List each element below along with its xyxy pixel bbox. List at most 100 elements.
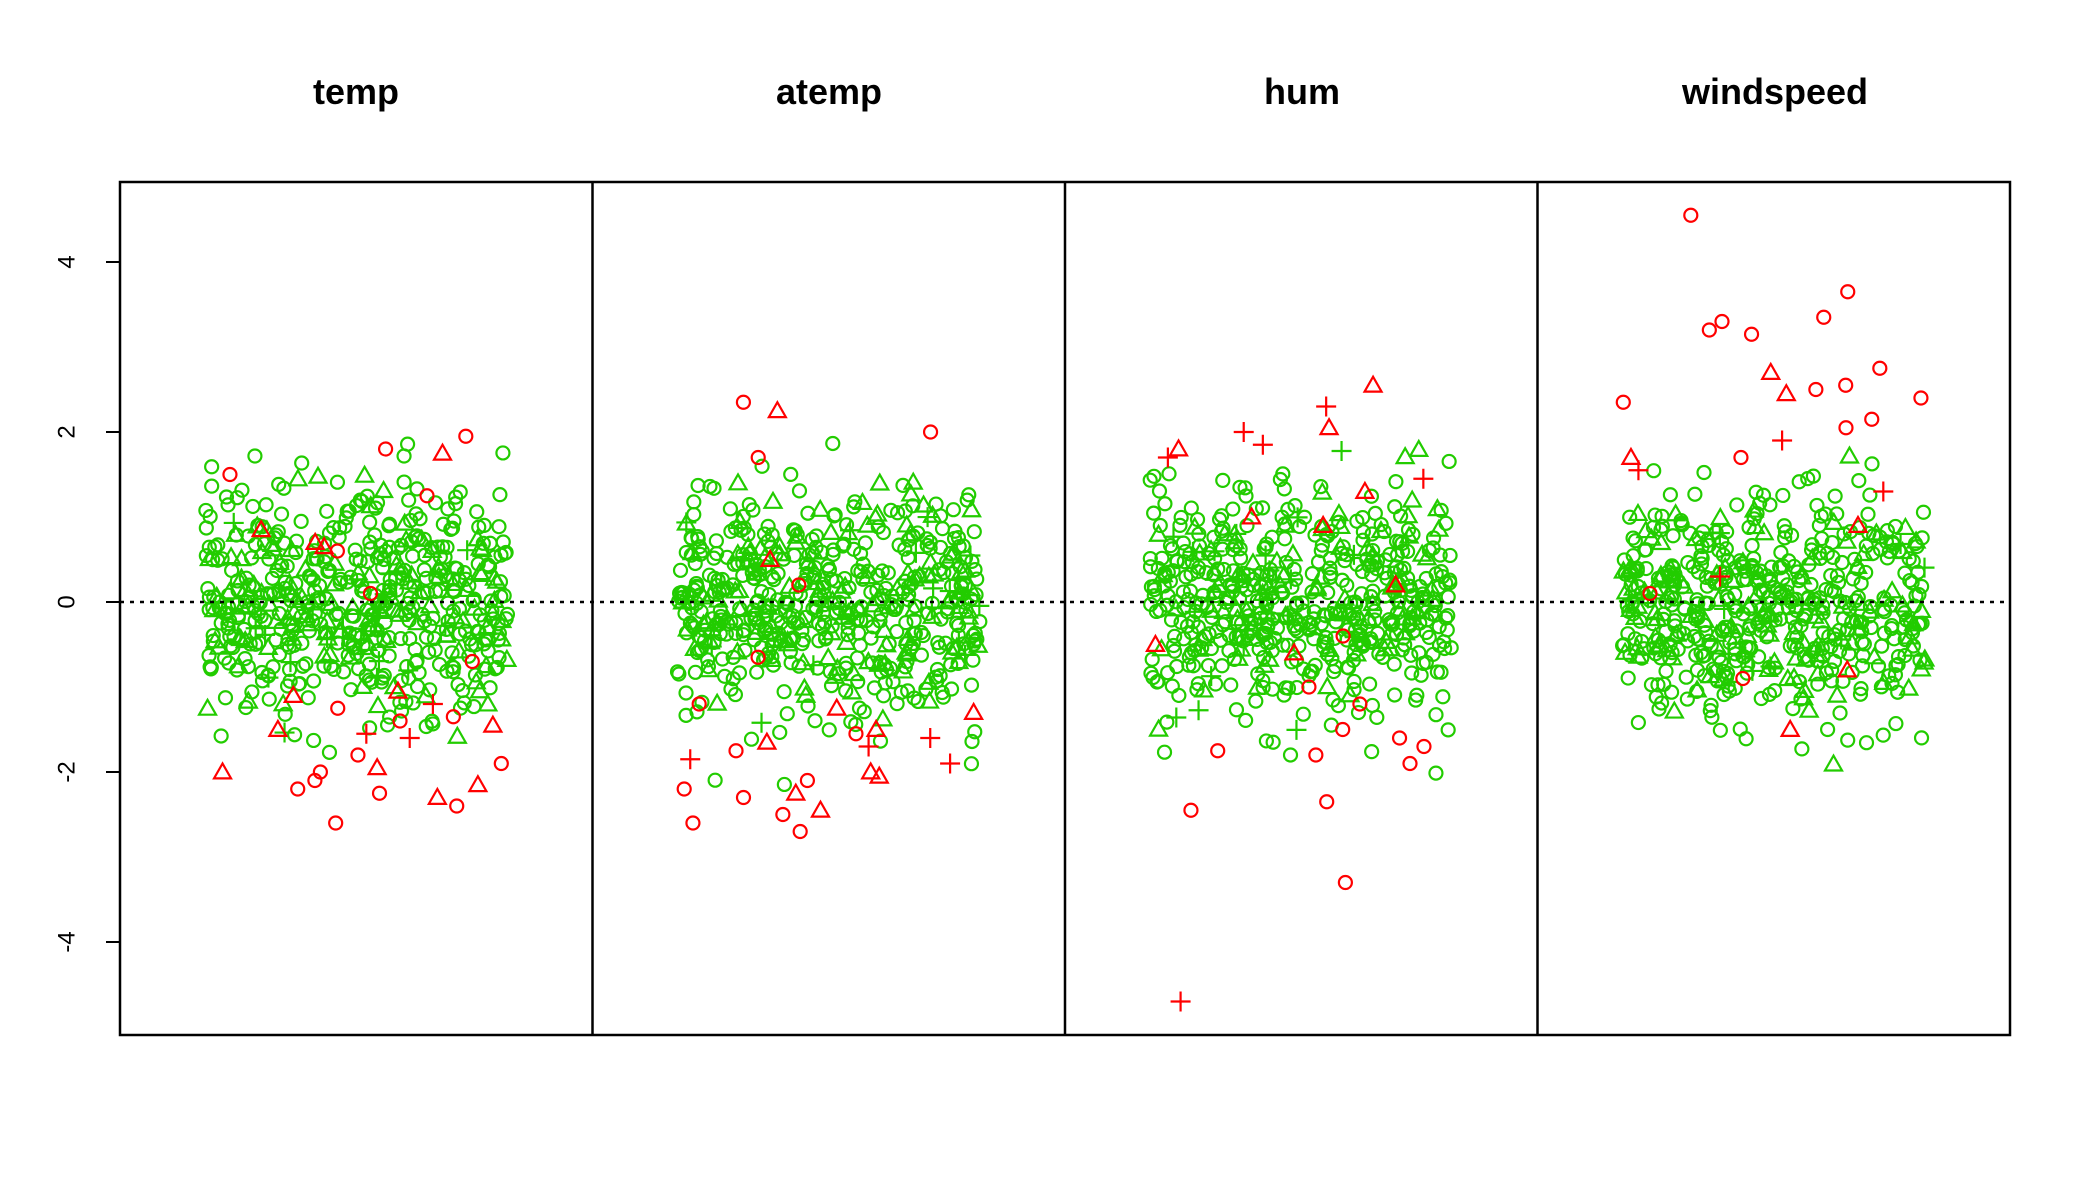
data-point bbox=[1142, 550, 1158, 567]
data-point bbox=[1388, 626, 1405, 643]
data-point bbox=[1214, 508, 1230, 524]
data-point bbox=[1373, 516, 1389, 533]
outlier-point bbox=[493, 755, 509, 772]
data-point bbox=[1226, 651, 1243, 668]
data-point bbox=[1690, 564, 1707, 580]
data-point bbox=[1803, 542, 1820, 558]
data-point bbox=[1167, 628, 1183, 644]
outlier-point bbox=[1873, 481, 1894, 502]
outlier-point bbox=[313, 536, 335, 555]
data-point bbox=[1214, 541, 1231, 557]
data-point bbox=[717, 668, 733, 684]
data-point bbox=[678, 707, 694, 723]
data-point bbox=[469, 504, 485, 520]
data-point bbox=[342, 596, 364, 616]
data-point bbox=[808, 528, 825, 544]
data-point bbox=[245, 498, 261, 515]
data-point bbox=[255, 624, 276, 645]
data-point bbox=[898, 615, 914, 631]
data-point bbox=[1841, 646, 1857, 662]
data-point bbox=[1655, 611, 1671, 627]
outlier-point bbox=[267, 718, 289, 737]
data-point bbox=[1747, 583, 1768, 602]
data-point bbox=[404, 548, 421, 564]
data-point bbox=[1275, 466, 1291, 482]
data-point bbox=[1397, 505, 1419, 524]
data-point bbox=[900, 550, 916, 566]
data-point bbox=[920, 551, 941, 570]
data-point bbox=[462, 631, 478, 647]
data-point bbox=[1418, 654, 1434, 670]
data-point bbox=[1355, 509, 1371, 526]
outlier-point bbox=[810, 799, 831, 818]
data-point bbox=[1786, 558, 1802, 575]
data-point bbox=[827, 507, 843, 523]
data-point bbox=[407, 529, 424, 545]
data-point bbox=[782, 643, 798, 660]
data-point bbox=[201, 647, 217, 664]
data-point bbox=[457, 540, 478, 561]
data-point bbox=[754, 546, 776, 565]
data-point bbox=[1237, 480, 1253, 496]
data-point bbox=[1914, 578, 1930, 595]
data-point bbox=[1681, 604, 1702, 624]
data-point bbox=[889, 505, 906, 521]
data-point bbox=[238, 570, 254, 586]
data-point bbox=[1429, 664, 1445, 680]
data-point bbox=[729, 510, 751, 530]
data-point bbox=[967, 724, 983, 740]
data-point bbox=[952, 559, 968, 575]
data-point bbox=[1322, 569, 1338, 585]
data-point bbox=[381, 629, 397, 646]
outlier-point bbox=[750, 649, 766, 665]
data-point bbox=[1910, 616, 1927, 632]
data-point bbox=[1181, 649, 1197, 665]
data-point bbox=[1411, 645, 1427, 661]
data-point bbox=[1622, 509, 1638, 525]
data-point bbox=[1146, 505, 1162, 521]
data-point bbox=[1744, 560, 1760, 576]
data-point bbox=[741, 497, 757, 513]
data-point bbox=[1405, 526, 1421, 542]
data-point bbox=[865, 619, 881, 635]
data-point bbox=[1339, 684, 1361, 703]
data-point bbox=[915, 627, 931, 644]
data-point bbox=[1661, 569, 1677, 585]
data-point bbox=[777, 633, 799, 652]
outlier-point bbox=[1838, 377, 1854, 393]
data-point bbox=[1334, 545, 1350, 562]
outlier-point bbox=[366, 757, 388, 776]
data-point bbox=[846, 541, 862, 557]
outlier-point bbox=[922, 424, 939, 440]
outlier-point bbox=[750, 449, 766, 466]
data-point bbox=[343, 682, 359, 698]
data-point bbox=[1163, 612, 1180, 628]
data-point bbox=[1786, 647, 1807, 666]
data-point bbox=[821, 722, 837, 738]
data-point bbox=[204, 459, 220, 475]
data-point bbox=[1702, 522, 1723, 543]
data-point bbox=[416, 562, 432, 578]
data-point bbox=[1428, 518, 1450, 537]
data-point bbox=[955, 637, 977, 656]
data-point bbox=[1282, 747, 1299, 763]
data-point bbox=[1295, 706, 1311, 722]
data-point bbox=[461, 578, 477, 594]
data-point bbox=[1277, 531, 1293, 547]
data-point bbox=[1864, 456, 1880, 472]
data-point bbox=[1840, 732, 1856, 748]
outlier-point bbox=[920, 728, 941, 748]
data-point bbox=[1662, 650, 1678, 666]
data-point bbox=[1148, 718, 1169, 737]
data-point bbox=[706, 570, 723, 586]
data-point bbox=[1160, 665, 1176, 681]
data-point bbox=[448, 640, 470, 659]
data-point bbox=[396, 474, 412, 490]
outlier-point bbox=[775, 806, 791, 823]
data-point bbox=[1322, 560, 1338, 576]
data-point bbox=[1876, 625, 1893, 641]
outlier-point bbox=[426, 786, 448, 805]
data-point bbox=[491, 519, 507, 535]
data-point bbox=[1687, 486, 1703, 502]
data-point bbox=[497, 545, 513, 561]
